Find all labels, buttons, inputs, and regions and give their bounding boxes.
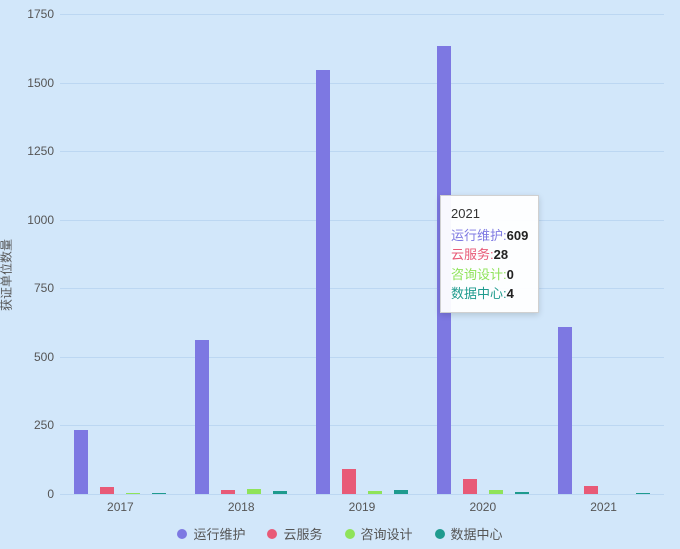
bar-chart: 获证单位数量 02505007501000125015001750 201720… <box>0 0 680 549</box>
x-tick-label: 2019 <box>349 500 376 514</box>
x-tick-label: 2021 <box>590 500 617 514</box>
tooltip-row: 运行维护:609 <box>451 226 528 246</box>
legend-label: 云服务 <box>283 524 322 543</box>
y-tick-label: 1000 <box>10 213 54 227</box>
tooltip-row-label: 云服务: <box>451 247 494 262</box>
bar[interactable] <box>368 491 382 494</box>
bar[interactable] <box>100 487 114 494</box>
x-tick-label: 2018 <box>228 500 255 514</box>
tooltip-row-label: 运行维护: <box>451 228 507 243</box>
bar[interactable] <box>584 486 598 494</box>
tooltip-row-label: 数据中心: <box>451 286 507 301</box>
legend-swatch <box>435 529 445 539</box>
bar[interactable] <box>247 489 261 494</box>
legend-swatch <box>345 529 355 539</box>
bar[interactable] <box>221 490 235 494</box>
tooltip-row-value: 4 <box>507 286 514 301</box>
y-tick-label: 750 <box>10 281 54 295</box>
tooltip-row-value: 0 <box>507 267 514 282</box>
plot-area: 02505007501000125015001750 2017201820192… <box>60 14 664 494</box>
legend-item[interactable]: 咨询设计 <box>345 524 413 543</box>
tooltip: 2021 运行维护:609云服务:28咨询设计:0数据中心:4 <box>440 195 539 313</box>
tooltip-row: 云服务:28 <box>451 245 528 265</box>
bar[interactable] <box>195 340 209 494</box>
tooltip-row: 咨询设计:0 <box>451 265 528 285</box>
y-tick-label: 250 <box>10 418 54 432</box>
legend-item[interactable]: 云服务 <box>267 524 322 543</box>
grid-line <box>60 494 664 495</box>
tooltip-row-value: 609 <box>507 228 529 243</box>
tooltip-row-label: 咨询设计: <box>451 267 507 282</box>
legend-label: 咨询设计 <box>361 524 413 543</box>
bar[interactable] <box>515 492 529 494</box>
bar[interactable] <box>636 493 650 494</box>
bar[interactable] <box>394 490 408 494</box>
legend-item[interactable]: 数据中心 <box>435 524 503 543</box>
bar[interactable] <box>74 430 88 494</box>
y-tick-label: 0 <box>10 487 54 501</box>
legend-swatch <box>267 529 277 539</box>
bar[interactable] <box>463 479 477 494</box>
legend-item[interactable]: 运行维护 <box>177 524 245 543</box>
y-tick-label: 1750 <box>10 7 54 21</box>
legend: 运行维护 云服务 咨询设计 数据中心 <box>0 524 680 543</box>
tooltip-category: 2021 <box>451 204 528 224</box>
legend-swatch <box>177 529 187 539</box>
y-tick-label: 500 <box>10 350 54 364</box>
bar[interactable] <box>316 70 330 494</box>
x-tick-label: 2017 <box>107 500 134 514</box>
bar[interactable] <box>342 469 356 494</box>
tooltip-row-value: 28 <box>494 247 508 262</box>
bar[interactable] <box>489 490 503 494</box>
x-tick-label: 2020 <box>469 500 496 514</box>
legend-label: 运行维护 <box>193 524 245 543</box>
bar[interactable] <box>152 493 166 494</box>
tooltip-row: 数据中心:4 <box>451 284 528 304</box>
y-tick-label: 1250 <box>10 144 54 158</box>
legend-label: 数据中心 <box>451 524 503 543</box>
bar[interactable] <box>126 493 140 494</box>
bar[interactable] <box>558 327 572 494</box>
y-axis-title: 获证单位数量 <box>0 238 15 310</box>
bar[interactable] <box>273 491 287 494</box>
y-tick-label: 1500 <box>10 76 54 90</box>
